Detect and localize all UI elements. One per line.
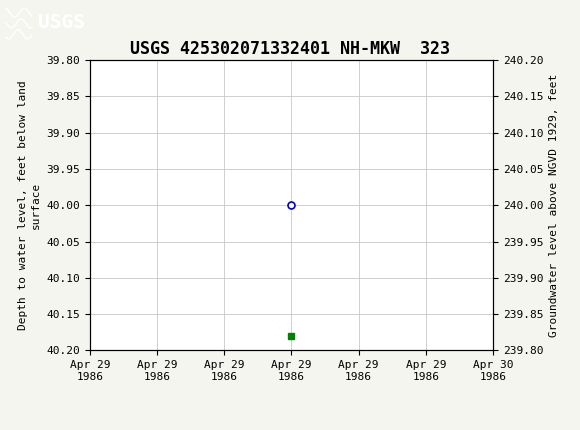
- Y-axis label: Groundwater level above NGVD 1929, feet: Groundwater level above NGVD 1929, feet: [549, 74, 559, 337]
- Text: USGS 425302071332401 NH-MKW  323: USGS 425302071332401 NH-MKW 323: [130, 40, 450, 58]
- Y-axis label: Depth to water level, feet below land
surface: Depth to water level, feet below land su…: [19, 80, 41, 330]
- Text: USGS: USGS: [38, 13, 85, 32]
